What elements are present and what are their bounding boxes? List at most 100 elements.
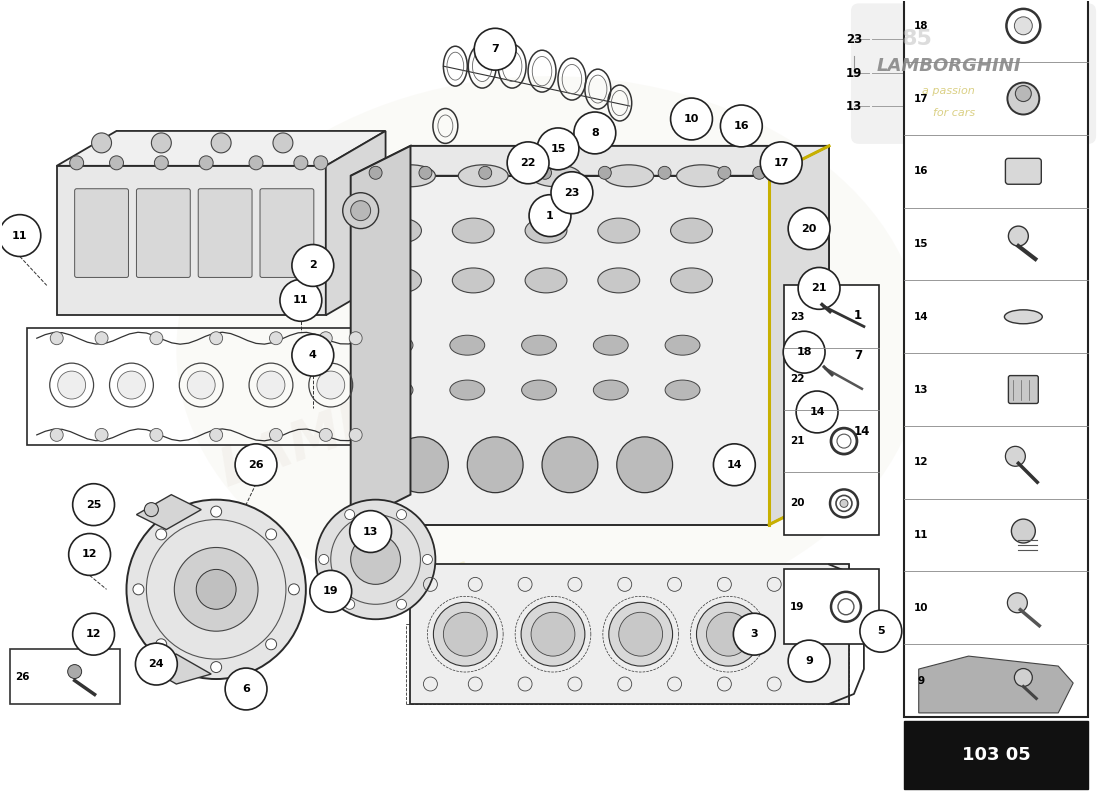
Text: 17: 17: [773, 158, 789, 168]
Circle shape: [783, 331, 825, 373]
Circle shape: [210, 429, 222, 442]
Circle shape: [529, 194, 571, 237]
Ellipse shape: [378, 335, 412, 355]
Ellipse shape: [379, 218, 421, 243]
Circle shape: [292, 334, 333, 376]
Text: a passion: a passion: [331, 494, 430, 546]
Text: 18: 18: [913, 21, 928, 31]
Ellipse shape: [521, 335, 557, 355]
Ellipse shape: [450, 380, 485, 400]
Text: 20: 20: [790, 498, 804, 508]
Ellipse shape: [597, 268, 640, 293]
Polygon shape: [351, 146, 829, 176]
FancyBboxPatch shape: [784, 286, 879, 534]
Circle shape: [1014, 17, 1032, 34]
Circle shape: [187, 371, 216, 399]
Circle shape: [539, 166, 551, 179]
Circle shape: [273, 133, 293, 153]
Polygon shape: [142, 654, 211, 684]
Text: 15: 15: [913, 239, 928, 249]
Polygon shape: [136, 494, 201, 530]
Circle shape: [196, 570, 236, 610]
Circle shape: [1011, 519, 1035, 543]
Circle shape: [443, 612, 487, 656]
Circle shape: [174, 547, 258, 631]
Circle shape: [51, 429, 63, 442]
FancyBboxPatch shape: [10, 649, 120, 704]
Text: 25: 25: [86, 500, 101, 510]
Ellipse shape: [525, 218, 566, 243]
Circle shape: [156, 529, 167, 540]
Ellipse shape: [379, 268, 421, 293]
Text: LAMBORGHINI: LAMBORGHINI: [877, 57, 1021, 75]
Circle shape: [734, 614, 776, 655]
Circle shape: [73, 484, 114, 526]
Circle shape: [551, 172, 593, 214]
Circle shape: [799, 267, 840, 310]
Text: 22: 22: [520, 158, 536, 168]
Circle shape: [1005, 446, 1025, 466]
Text: 12: 12: [86, 629, 101, 639]
Ellipse shape: [597, 218, 640, 243]
Circle shape: [57, 371, 86, 399]
Circle shape: [760, 142, 802, 184]
Circle shape: [696, 602, 760, 666]
Text: 14: 14: [810, 407, 825, 417]
FancyBboxPatch shape: [851, 3, 1096, 144]
Text: 1: 1: [854, 309, 862, 322]
Circle shape: [840, 499, 848, 507]
Circle shape: [507, 142, 549, 184]
FancyBboxPatch shape: [784, 570, 879, 644]
Circle shape: [265, 639, 276, 650]
Circle shape: [349, 332, 362, 345]
Polygon shape: [57, 131, 386, 166]
Circle shape: [154, 156, 168, 170]
Ellipse shape: [604, 165, 653, 186]
Circle shape: [1014, 669, 1032, 686]
Circle shape: [478, 166, 492, 179]
Polygon shape: [918, 656, 1074, 713]
Circle shape: [314, 156, 328, 170]
Text: 6: 6: [242, 684, 250, 694]
Text: 11: 11: [913, 530, 928, 540]
Circle shape: [396, 599, 407, 610]
Text: 17: 17: [913, 94, 928, 103]
Circle shape: [789, 640, 830, 682]
Circle shape: [95, 429, 108, 442]
Text: 19: 19: [846, 66, 862, 80]
Circle shape: [351, 534, 400, 584]
Ellipse shape: [525, 268, 566, 293]
Circle shape: [419, 166, 432, 179]
Circle shape: [150, 429, 163, 442]
Circle shape: [211, 133, 231, 153]
Ellipse shape: [176, 76, 924, 624]
Text: 9: 9: [917, 675, 924, 686]
Circle shape: [51, 332, 63, 345]
FancyBboxPatch shape: [136, 189, 190, 278]
Circle shape: [1009, 226, 1028, 246]
FancyBboxPatch shape: [75, 189, 129, 278]
Circle shape: [396, 510, 407, 519]
Circle shape: [279, 279, 322, 322]
Circle shape: [319, 429, 332, 442]
FancyBboxPatch shape: [1009, 375, 1038, 403]
Circle shape: [344, 599, 354, 610]
Text: 14: 14: [854, 426, 870, 438]
Text: 16: 16: [734, 121, 749, 131]
Circle shape: [422, 554, 432, 565]
Text: 7: 7: [492, 44, 499, 54]
Circle shape: [211, 506, 221, 517]
Circle shape: [1008, 593, 1027, 613]
Circle shape: [199, 156, 213, 170]
Circle shape: [789, 208, 830, 250]
Text: 19: 19: [790, 602, 804, 612]
Ellipse shape: [593, 335, 628, 355]
Text: 2: 2: [309, 261, 317, 270]
Circle shape: [521, 602, 585, 666]
Circle shape: [474, 28, 516, 70]
Text: 10: 10: [913, 602, 928, 613]
FancyBboxPatch shape: [904, 0, 1088, 717]
Text: 14: 14: [726, 460, 742, 470]
FancyBboxPatch shape: [260, 189, 313, 278]
Circle shape: [706, 612, 750, 656]
